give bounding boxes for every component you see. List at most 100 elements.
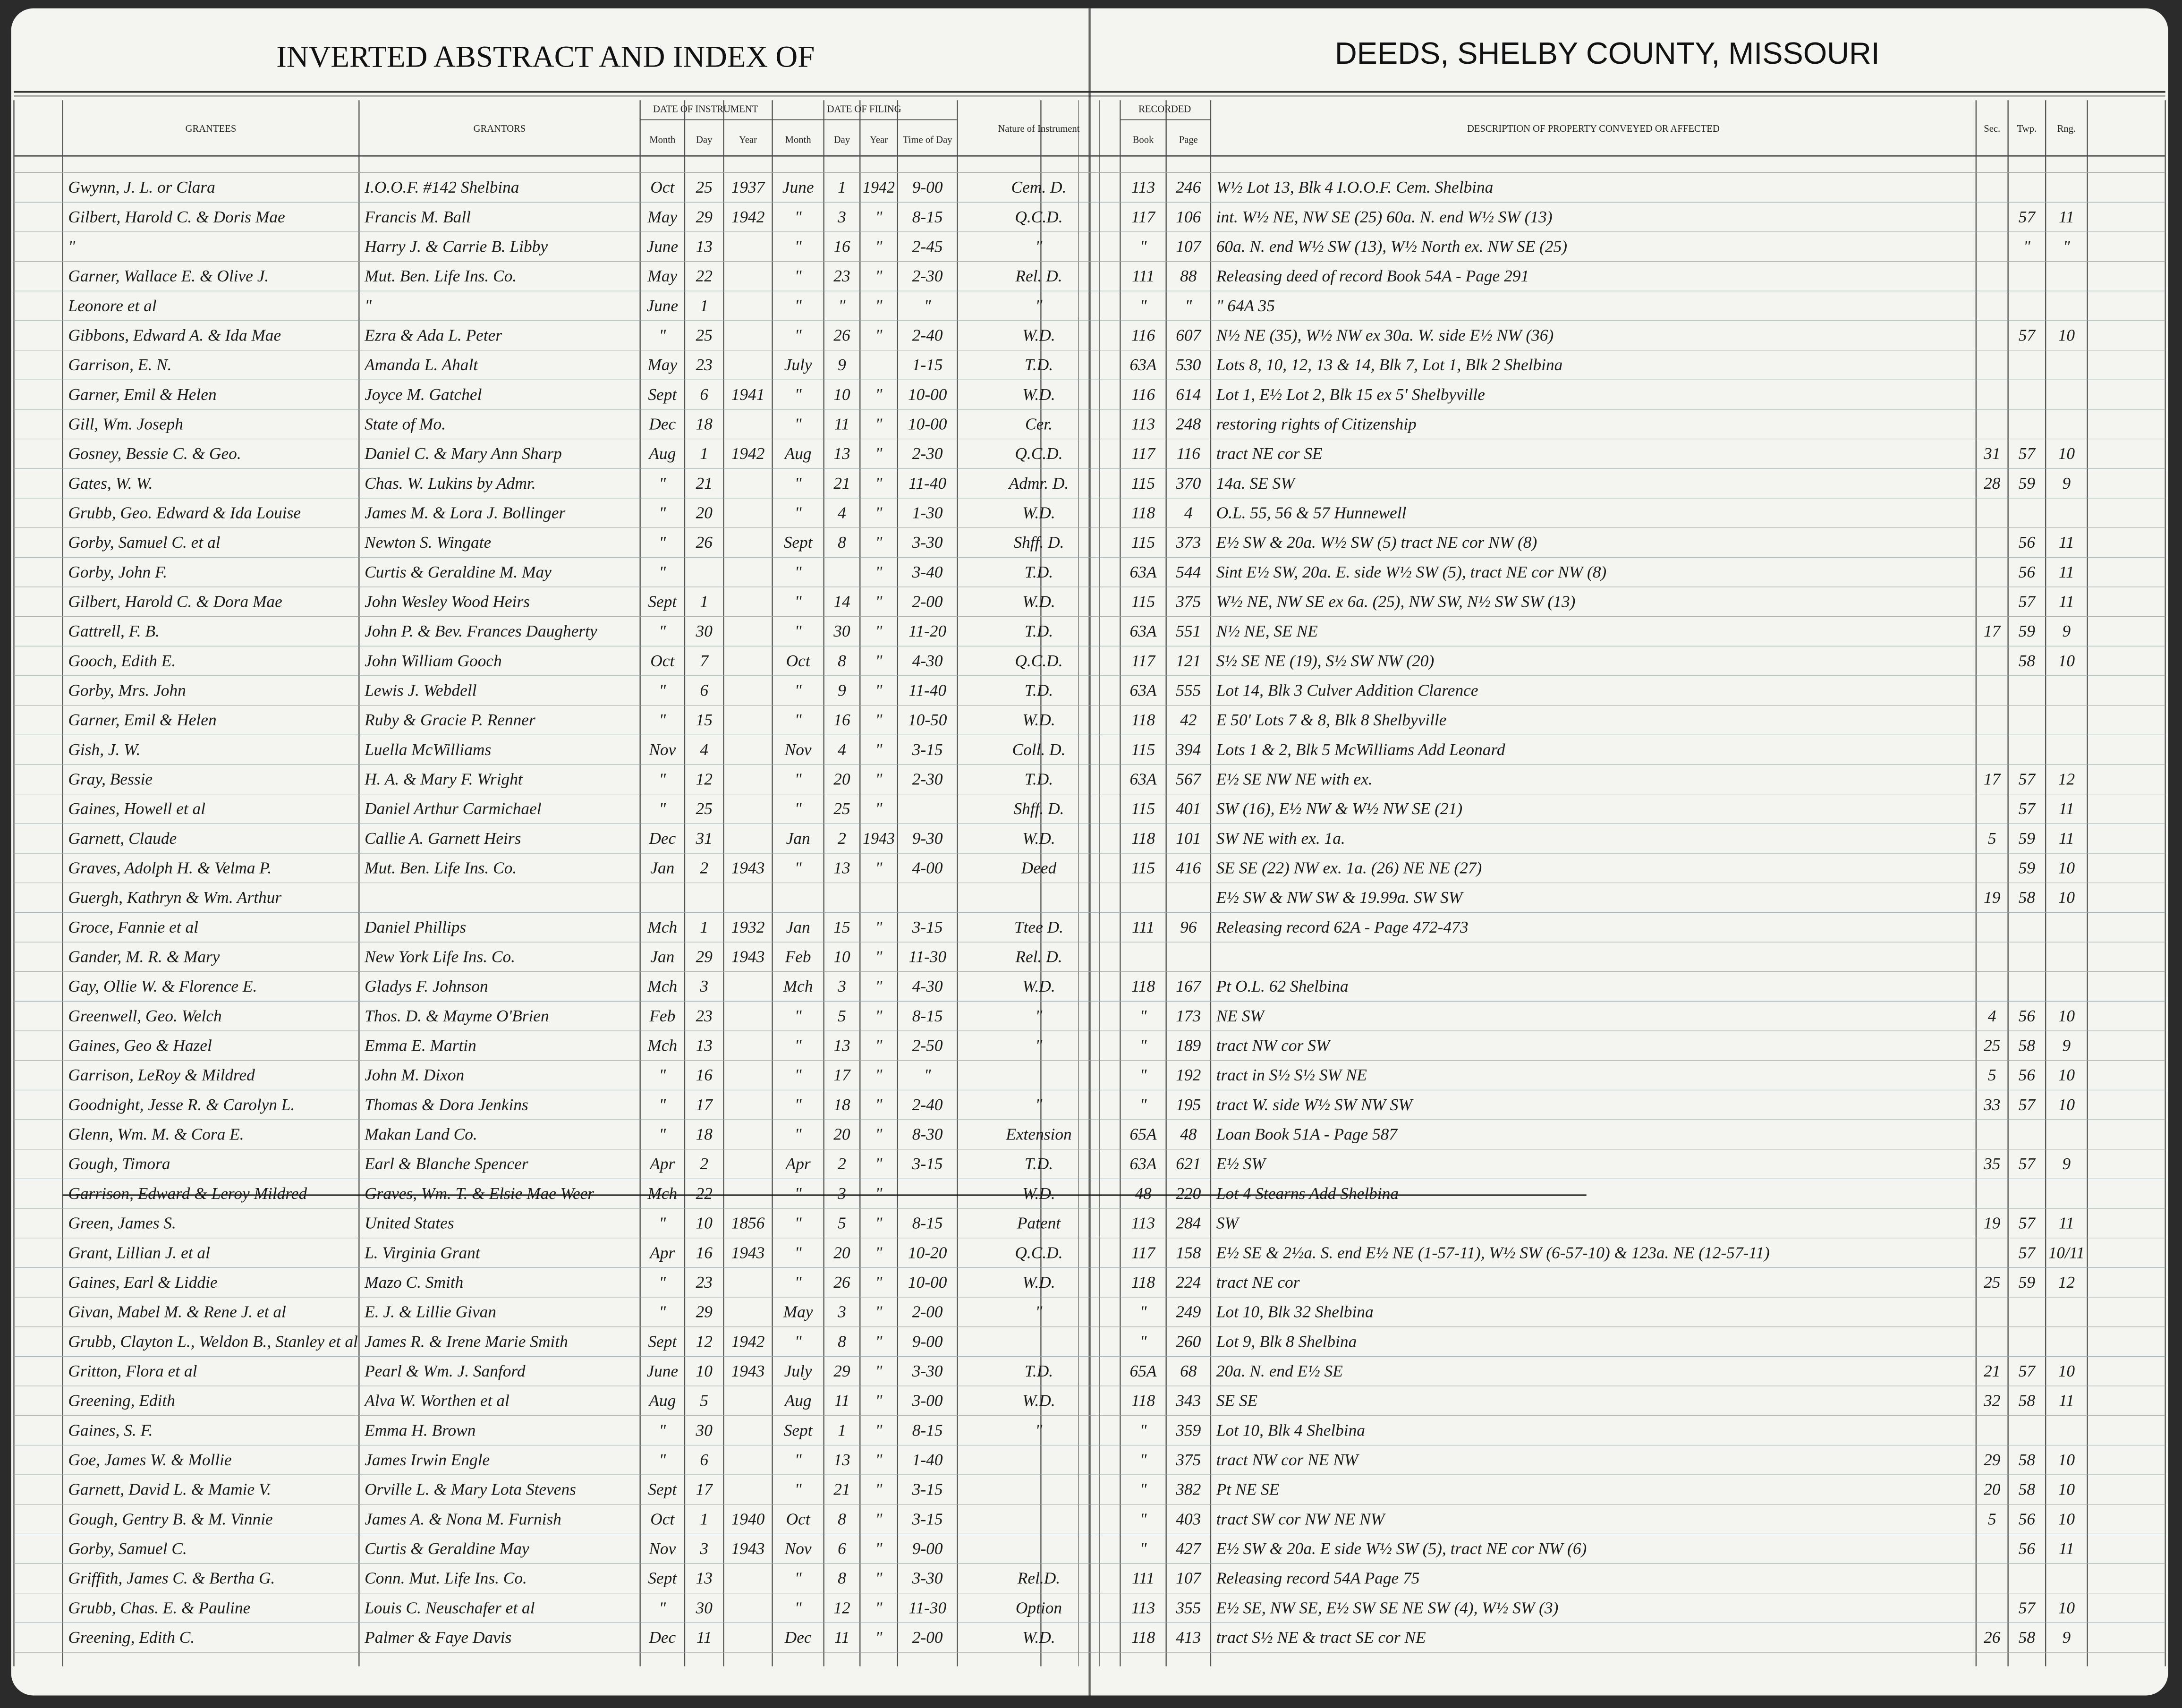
ledger-cell: 10 — [2058, 444, 2075, 463]
ledger-cell: 26 — [833, 1273, 850, 1292]
ledger-cell: " — [659, 325, 666, 344]
ledger-cell: E½ SW & NW SW & 19.99a. SW SW — [1216, 888, 1464, 907]
ledger-cell: " — [875, 1420, 883, 1439]
ledger-cell: Mch — [647, 1184, 677, 1203]
ledger-cell: " — [875, 1509, 883, 1528]
ledger-cell: " — [659, 1065, 666, 1084]
ledger-cell: " — [795, 207, 802, 226]
ledger-cell: 246 — [1176, 178, 1201, 196]
ledger-cell: 17 — [1984, 770, 2001, 789]
ledger-cell: 607 — [1176, 325, 1201, 344]
ledger-cell: Lot 4 Stearns Add Shelbina — [1216, 1184, 1399, 1203]
ledger-cell: Mch — [647, 977, 677, 995]
ledger-cell: 10/11 — [2048, 1243, 2085, 1262]
ledger-cell: 107 — [1176, 237, 1201, 255]
ledger-cell: " — [875, 621, 883, 640]
ledger-cell: 359 — [1175, 1420, 1201, 1439]
ledger-cell: 1-15 — [912, 355, 943, 374]
ledger-cell: Lewis J. Webdell — [364, 681, 476, 700]
ledger-cell: SW — [1216, 1214, 1240, 1232]
ledger-cell: 115 — [1131, 533, 1155, 552]
ledger-cell: " — [795, 1332, 802, 1351]
ledger-cell: Sept — [784, 533, 813, 552]
ledger-cell: 10 — [2058, 1065, 2075, 1084]
ledger-cell: Rel. D. — [1015, 947, 1062, 966]
ledger-cell: Ezra & Ada L. Peter — [364, 325, 502, 344]
ledger-cell: " — [1036, 1420, 1043, 1439]
ledger-cell: E½ SW & 20a. E side W½ SW (5), tract NE … — [1216, 1539, 1587, 1558]
ledger-cell: 10-00 — [908, 414, 947, 433]
ledger-cell: Grubb, Clayton L., Weldon B., Stanley et… — [68, 1332, 358, 1351]
ledger-cell: " — [659, 1095, 666, 1114]
ledger-cell: " — [875, 444, 883, 463]
ledger-cell: 48 — [1180, 1125, 1197, 1144]
ledger-cell: " — [659, 1273, 666, 1292]
ledger-cell: " — [659, 1598, 666, 1617]
ledger-cell: 20 — [833, 1243, 850, 1262]
ledger-cell: SW (16), E½ NW & W½ NW SE (21) — [1216, 799, 1462, 818]
ledger-cell: 63A — [1130, 1154, 1157, 1173]
ledger-cell: Gaines, Howell et al — [68, 799, 205, 818]
ledger-cell: 220 — [1176, 1184, 1201, 1203]
ledger-cell: " — [659, 681, 666, 700]
ledger-cell: 173 — [1176, 1006, 1201, 1025]
ledger-cell: 8-15 — [912, 1214, 943, 1232]
ledger-cell: 3-40 — [912, 562, 943, 581]
ledger-cell: Oct — [786, 651, 811, 670]
ledger-cell: United States — [365, 1214, 454, 1232]
ledger-cell: 4 — [1184, 503, 1193, 522]
ledger-cell: E½ SE, NW SE, E½ SW SE NE SW (4), W½ SW … — [1216, 1598, 1559, 1617]
ledger-cell: Dec — [648, 1628, 676, 1647]
ledger-cell: 12 — [696, 770, 713, 789]
ledger-cell: " — [875, 266, 883, 285]
ledger-cell: " — [659, 533, 666, 552]
ledger-cell: 2-40 — [912, 325, 943, 344]
ledger-cell: 12 — [833, 1598, 850, 1617]
ledger-cell: Deed — [1021, 858, 1057, 877]
ledger-cell: 118 — [1131, 977, 1155, 995]
ledger-cell: 373 — [1175, 533, 1201, 552]
ledger-cell: W.D. — [1022, 385, 1055, 404]
ledger-cell: 9 — [2063, 474, 2071, 493]
ledger-cell: Releasing deed of record Book 54A - Page… — [1216, 266, 1529, 285]
ledger-cell: " — [1140, 1450, 1147, 1469]
ledger-cell: Cem. D. — [1011, 178, 1067, 196]
ledger-cell: SE SE (22) NW ex. 1a. (26) NE NE (27) — [1216, 858, 1482, 877]
ledger-cell: 1932 — [731, 918, 765, 936]
ledger-cell: Garrison, E. N. — [68, 355, 171, 374]
ledger-cell: Gwynn, J. L. or Clara — [68, 178, 215, 196]
ledger-cell: tract NW cor NE NW — [1216, 1450, 1360, 1469]
ledger-cell: 1943 — [731, 1361, 765, 1380]
ledger-cell: June — [646, 1361, 678, 1380]
ledger-cell: Garnett, David L. & Mamie V. — [68, 1480, 271, 1499]
ledger-cell: 10 — [2058, 1095, 2075, 1114]
ledger-cell: James M. & Lora J. Bollinger — [365, 503, 565, 522]
ledger-cell: Gay, Ollie W. & Florence E. — [68, 977, 257, 995]
ledger-cell: " — [875, 1361, 883, 1380]
ledger-cell: 56 — [2019, 562, 2036, 581]
ledger-cell: Mut. Ben. Life Ins. Co. — [364, 858, 517, 877]
ledger-cell: 10 — [2058, 1006, 2075, 1025]
ledger-cell: Feb — [785, 947, 811, 966]
ledger-cell: 6 — [838, 1539, 846, 1558]
ledger-cell: 65A — [1130, 1361, 1157, 1380]
ledger-cell: James A. & Nona M. Furnish — [365, 1509, 561, 1528]
column-header: Month — [785, 135, 812, 145]
ledger-cell: 17 — [833, 1065, 851, 1084]
ledger-cell: 16 — [696, 1243, 713, 1262]
ledger-cell: 2 — [838, 829, 846, 848]
ledger-cell: 2-40 — [912, 1095, 943, 1114]
column-header: Nature of Instrument — [998, 124, 1080, 134]
ledger-cell: int. W½ NE, NW SE (25) 60a. N. end W½ SW… — [1216, 207, 1553, 226]
ledger-cell: 343 — [1175, 1391, 1201, 1410]
ledger-cell: 1942 — [731, 1332, 765, 1351]
ledger-cell: 20 — [833, 1125, 850, 1144]
ledger-cell: " — [875, 474, 883, 493]
ledger-cell: 1-30 — [912, 503, 943, 522]
ledger-cell: " — [839, 296, 846, 315]
ledger-cell: 23 — [696, 1006, 713, 1025]
ledger-cell: E½ SW & 20a. W½ SW (5) tract NE cor NW (… — [1216, 533, 1537, 552]
ledger-cell: Curtis & Geraldine M. May — [365, 562, 552, 581]
ledger-cell: Coll. D. — [1012, 740, 1066, 759]
ledger-cell: " — [659, 799, 666, 818]
